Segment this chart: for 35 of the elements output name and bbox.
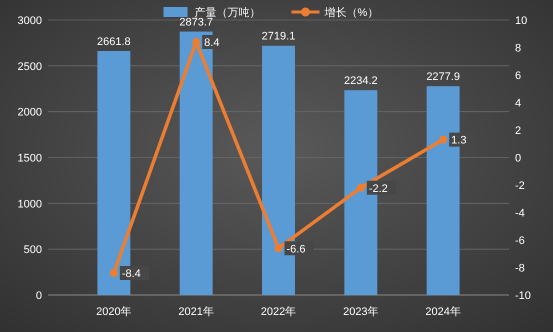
y-tick-label: 3000 [18, 15, 42, 27]
y-tick-label: 2500 [18, 60, 42, 73]
data-label: -2.2 [368, 182, 388, 195]
y2-tick-label: 8 [515, 42, 522, 54]
y2-tick-label: -8 [515, 262, 525, 274]
legend-label: 增长（%） [324, 6, 378, 19]
data-label: 2277.9 [426, 71, 460, 84]
y-tick-label: 500 [24, 244, 42, 256]
data-label: 1.3 [451, 134, 466, 147]
data-label: 2719.1 [262, 30, 296, 43]
y2-tick-label: -10 [515, 290, 531, 302]
data-label: -6.6 [286, 243, 306, 256]
data-label: 8.4 [204, 37, 220, 49]
x-tick-label: 2024年 [425, 306, 461, 318]
x-tick-label: 2021年 [178, 306, 214, 318]
x-tick-label: 2023年 [343, 306, 379, 318]
data-label: -8.4 [122, 268, 141, 280]
x-tick-label: 2020年 [96, 306, 132, 318]
data-label: 2661.8 [97, 36, 131, 48]
legend-label: 产量（万吨） [194, 6, 260, 19]
x-tick-label: 2022年 [260, 306, 296, 318]
y2-tick-label: -6 [515, 235, 525, 247]
y-tick-label: 0 [36, 290, 42, 302]
y2-tick-label: 2 [515, 125, 522, 137]
data-label: 2234.2 [344, 75, 378, 88]
data-label: 2873.7 [179, 16, 214, 29]
y2-tick-label: -2 [515, 180, 525, 192]
y2-tick-label: 4 [515, 98, 522, 110]
y-tick-label: 1000 [18, 198, 42, 210]
y-tick-label: 1500 [18, 152, 42, 164]
y-tick-label: 2000 [18, 106, 42, 119]
y2-tick-label: -4 [515, 208, 525, 220]
y2-tick-label: 10 [515, 15, 528, 27]
y2-tick-label: 0 [515, 152, 522, 164]
y2-tick-label: 6 [515, 70, 522, 82]
